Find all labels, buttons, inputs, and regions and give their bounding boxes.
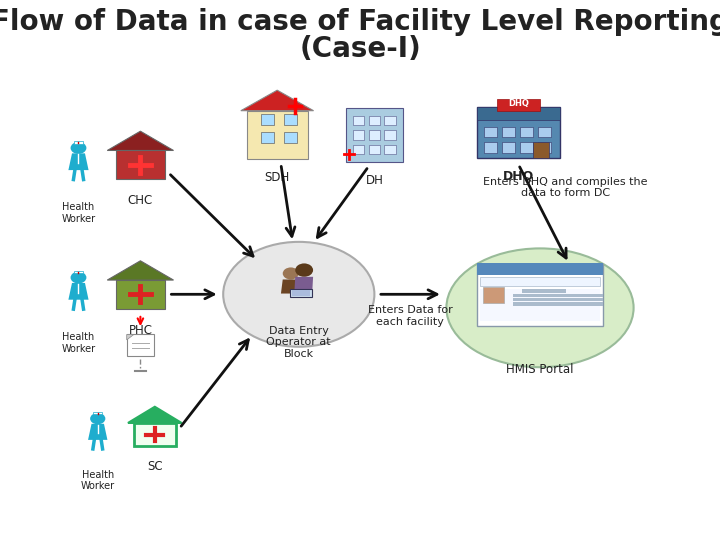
Bar [292, 289, 310, 295]
Bar [477, 107, 560, 120]
Bar [284, 114, 297, 125]
Text: CHC: CHC [127, 194, 153, 207]
Text: Enters Data for
each facility: Enters Data for each facility [368, 305, 453, 327]
Polygon shape [281, 280, 301, 294]
Circle shape [295, 264, 313, 277]
Bar [503, 126, 516, 137]
Bar [246, 111, 308, 159]
Text: DHQ: DHQ [508, 99, 528, 109]
Polygon shape [128, 407, 181, 423]
Bar [261, 132, 274, 143]
Text: (Case-I): (Case-I) [299, 35, 421, 63]
Bar [384, 130, 396, 140]
Bar [134, 423, 176, 447]
Bar [484, 126, 498, 137]
Bar [521, 289, 566, 293]
Text: Data Entry
Operator at
Block: Data Entry Operator at Block [266, 326, 331, 359]
Circle shape [71, 272, 86, 284]
Bar [480, 277, 600, 286]
Bar [353, 130, 364, 140]
Text: Health
Worker: Health Worker [61, 332, 96, 354]
Bar [521, 141, 534, 152]
Text: Enters DHQ and compiles the
data to form DC: Enters DHQ and compiles the data to form… [483, 177, 647, 199]
Polygon shape [127, 334, 134, 340]
Bar [116, 151, 165, 179]
Text: Health
Worker: Health Worker [81, 470, 114, 491]
Polygon shape [68, 153, 89, 170]
Bar [369, 145, 380, 154]
Polygon shape [68, 283, 89, 300]
Ellipse shape [446, 248, 634, 367]
Bar [384, 145, 396, 154]
Bar [127, 334, 154, 356]
Bar [346, 108, 403, 162]
Polygon shape [240, 90, 314, 111]
Bar [477, 106, 560, 158]
Text: HMIS Portal: HMIS Portal [506, 363, 574, 376]
Bar [74, 141, 84, 144]
Bar [369, 130, 380, 140]
Bar [533, 141, 549, 158]
Ellipse shape [223, 242, 374, 347]
Bar [539, 141, 552, 152]
Polygon shape [107, 131, 174, 151]
Bar [539, 126, 552, 137]
Bar [353, 116, 364, 125]
Text: DHQ: DHQ [503, 170, 534, 183]
Circle shape [283, 267, 299, 280]
Bar [369, 116, 380, 125]
Bar [513, 302, 603, 306]
Bar [480, 288, 600, 321]
Circle shape [90, 413, 105, 424]
Bar [497, 99, 540, 111]
Text: Flow of Data in case of Facility Level Reporting: Flow of Data in case of Facility Level R… [0, 8, 720, 36]
Bar [482, 287, 504, 303]
Bar [477, 264, 603, 326]
Text: PHC: PHC [128, 323, 153, 336]
Bar [513, 294, 603, 297]
Bar [284, 132, 297, 143]
Bar [513, 298, 603, 301]
Text: DH: DH [366, 174, 383, 187]
Bar [521, 126, 534, 137]
Polygon shape [294, 277, 313, 293]
Bar [384, 116, 396, 125]
Bar [290, 288, 312, 297]
Bar [116, 280, 165, 308]
Bar [353, 145, 364, 154]
Polygon shape [107, 261, 174, 280]
Text: SC: SC [147, 460, 163, 473]
Bar [484, 141, 498, 152]
Bar [94, 412, 102, 415]
Text: Health
Worker: Health Worker [61, 202, 96, 224]
Bar [477, 263, 603, 275]
Bar [74, 271, 84, 273]
Bar [261, 114, 274, 125]
Text: SDH: SDH [264, 171, 290, 184]
Polygon shape [88, 424, 107, 440]
Bar [503, 141, 516, 152]
Circle shape [71, 142, 86, 154]
